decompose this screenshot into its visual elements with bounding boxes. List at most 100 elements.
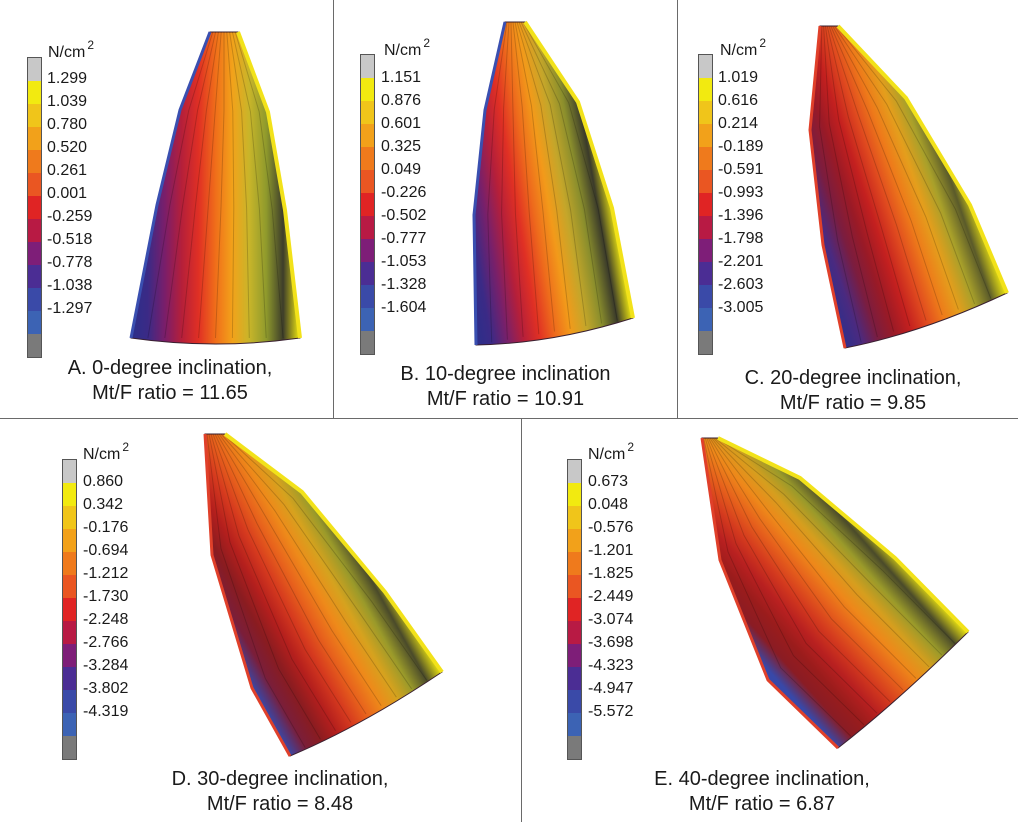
color-legend-bar: [360, 54, 375, 355]
legend-tick-label: -0.993: [718, 184, 764, 201]
legend-color-swatch: [28, 334, 41, 357]
legend-color-swatch: [63, 483, 76, 506]
legend-tick-label: 1.299: [47, 70, 88, 87]
legend-tick-label: -1.825: [588, 565, 634, 582]
legend-color-swatch: [568, 667, 581, 690]
mesh-line: [711, 437, 917, 679]
mesh-line: [833, 25, 976, 305]
outer-edge-highlight: [836, 24, 1009, 294]
legend-tick-label: -3.698: [588, 634, 634, 651]
legend-tick-label: 1.039: [47, 93, 88, 110]
panel-caption: E. 40-degree inclination, Mt/F ratio = 6…: [582, 767, 942, 817]
legend-tick-label: 0.049: [381, 161, 422, 178]
legend-tick-label: 0.261: [47, 162, 88, 179]
divider-horizontal: [0, 418, 1018, 419]
legend-color-swatch: [361, 55, 374, 78]
legend-color-swatch: [361, 262, 374, 285]
legend-tick-label: -0.576: [588, 519, 634, 536]
legend-tick-label: 0.048: [588, 496, 629, 513]
caption-ratio: Mt/F ratio = 9.85: [779, 392, 927, 414]
color-legend-bar: [567, 459, 582, 760]
legend-tick-label: -0.502: [381, 207, 427, 224]
legend-color-swatch: [63, 713, 76, 736]
legend-color-swatch: [699, 308, 712, 331]
caption-ratio: Mt/F ratio = 11.65: [92, 382, 248, 404]
tooth-body: [130, 31, 301, 345]
mesh-line: [210, 433, 337, 732]
divider-top-left: [333, 0, 334, 418]
mesh-line: [512, 21, 540, 335]
legend-tick-label: -0.518: [47, 231, 93, 248]
legend-color-swatch: [28, 150, 41, 173]
mesh-line: [709, 437, 904, 691]
outer-edge-highlight: [236, 31, 302, 339]
panel-caption: B. 10-degree inclination Mt/F ratio = 10…: [354, 362, 657, 412]
legend-color-swatch: [63, 644, 76, 667]
legend-color-swatch: [699, 193, 712, 216]
legend-color-swatch: [568, 736, 581, 759]
panel-caption: C. 20-degree inclination, Mt/F ratio = 9…: [698, 366, 1008, 416]
divider-top-right: [677, 0, 678, 418]
panel-a: N/cm 2 A. 0-degree inclination, Mt/F rati…: [0, 0, 333, 418]
legend-color-swatch: [568, 690, 581, 713]
mesh-line: [220, 433, 413, 690]
legend-color-swatch: [63, 460, 76, 483]
stress-distribution-tooth: [700, 436, 970, 750]
legend-color-swatch: [568, 713, 581, 736]
mesh-line: [824, 25, 895, 332]
tooth-body: [809, 25, 1008, 349]
legend-color-swatch: [699, 262, 712, 285]
inner-edge-highlight: [808, 25, 847, 349]
legend-tick-label: 0.001: [47, 185, 88, 202]
caption-title: E. 40-degree inclination,: [654, 768, 870, 790]
mesh-line: [216, 433, 382, 706]
tooth-body: [473, 21, 634, 346]
legend-color-swatch: [699, 170, 712, 193]
legend-tick-label: 0.860: [83, 473, 124, 490]
legend-tick-label: -1.396: [718, 207, 764, 224]
legend-color-swatch: [361, 101, 374, 124]
mesh-line: [214, 433, 367, 715]
legend-color-swatch: [28, 311, 41, 334]
caption-title: A. 0-degree inclination,: [67, 357, 273, 379]
legend-tick-label: -0.176: [83, 519, 129, 536]
legend-tick-label: -0.226: [381, 184, 427, 201]
caption-title: C. 20-degree inclination,: [744, 367, 962, 389]
legend-color-swatch: [699, 216, 712, 239]
legend-tick-label: 0.616: [718, 92, 759, 109]
legend-color-swatch: [699, 101, 712, 124]
legend-color-swatch: [361, 331, 374, 354]
color-legend-bar: [62, 459, 77, 760]
legend-color-swatch: [28, 127, 41, 150]
legend-color-swatch: [63, 598, 76, 621]
stress-distribution-tooth: [129, 31, 302, 345]
mesh-line: [830, 25, 943, 316]
mesh-line: [819, 25, 862, 343]
legend-color-swatch: [28, 58, 41, 81]
mesh-line: [164, 31, 217, 339]
inner-edge-highlight: [700, 437, 840, 750]
legend-color-swatch: [63, 667, 76, 690]
mesh-line: [212, 433, 352, 723]
legend-tick-label: -1.297: [47, 300, 93, 317]
legend-color-swatch: [361, 193, 374, 216]
color-legend-bar: [698, 54, 713, 355]
stress-distribution-tooth: [203, 432, 444, 757]
legend-color-swatch: [361, 239, 374, 262]
legend-tick-label: -0.591: [718, 161, 764, 178]
color-legend-bar: [27, 57, 42, 358]
legend-color-swatch: [63, 552, 76, 575]
mesh-line: [522, 21, 618, 321]
legend-tick-label: -2.603: [718, 276, 764, 293]
panel-caption: A. 0-degree inclination, Mt/F ratio = 11…: [20, 356, 320, 406]
legend-tick-label: 1.151: [381, 69, 422, 86]
panel-e: N/cm 2 E. 40-degree inclination, Mt/F rat…: [522, 419, 1018, 822]
caption-ratio: Mt/F ratio = 10.91: [426, 388, 585, 410]
mesh-line: [716, 437, 956, 644]
legend-tick-label: -4.319: [83, 703, 129, 720]
legend-tick-label: 0.214: [718, 115, 759, 132]
legend-tick-label: 0.342: [83, 496, 124, 513]
legend-color-swatch: [699, 147, 712, 170]
legend-tick-label: -3.074: [588, 611, 634, 628]
legend-color-swatch: [568, 621, 581, 644]
